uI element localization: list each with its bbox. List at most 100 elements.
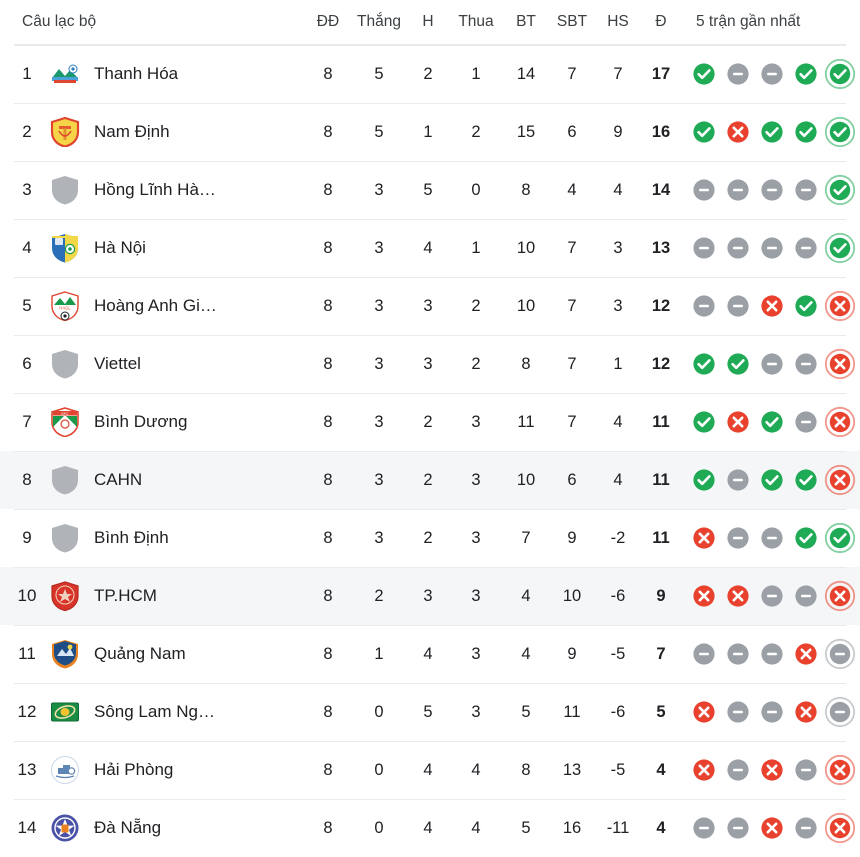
form-draw-icon[interactable] bbox=[756, 522, 788, 554]
table-row[interactable]: 13 Hải Phòng 8 0 4 4 8 13 -5 4 bbox=[0, 741, 860, 799]
form-draw-icon[interactable] bbox=[756, 232, 788, 264]
column-header-played[interactable]: ĐĐ bbox=[316, 13, 340, 30]
form-loss-icon[interactable] bbox=[824, 464, 856, 496]
club-cell[interactable]: 12 Sông Lam Ng… bbox=[0, 697, 306, 727]
form-win-icon[interactable] bbox=[824, 174, 856, 206]
form-win-icon[interactable] bbox=[790, 116, 822, 148]
column-header-points[interactable]: Đ bbox=[655, 13, 667, 30]
form-win-icon[interactable] bbox=[688, 464, 720, 496]
form-loss-icon[interactable] bbox=[756, 754, 788, 786]
form-loss-icon[interactable] bbox=[756, 290, 788, 322]
form-win-icon[interactable] bbox=[824, 232, 856, 264]
form-draw-icon[interactable] bbox=[756, 580, 788, 612]
form-loss-icon[interactable] bbox=[688, 522, 720, 554]
form-win-icon[interactable] bbox=[824, 116, 856, 148]
form-draw-icon[interactable] bbox=[790, 348, 822, 380]
form-draw-icon[interactable] bbox=[722, 696, 754, 728]
table-row[interactable]: 6 Viettel 8 3 3 2 8 7 1 12 bbox=[0, 335, 860, 393]
form-win-icon[interactable] bbox=[722, 348, 754, 380]
form-draw-icon[interactable] bbox=[722, 58, 754, 90]
form-loss-icon[interactable] bbox=[824, 348, 856, 380]
form-draw-icon[interactable] bbox=[756, 348, 788, 380]
form-draw-icon[interactable] bbox=[790, 232, 822, 264]
form-win-icon[interactable] bbox=[756, 406, 788, 438]
table-row[interactable]: 14 Đà Nẵng 8 0 4 4 5 16 -11 4 bbox=[0, 799, 860, 857]
form-draw-icon[interactable] bbox=[722, 174, 754, 206]
form-win-icon[interactable] bbox=[824, 58, 856, 90]
table-row[interactable]: 1 Thanh Hóa 8 5 2 1 14 7 7 17 bbox=[0, 45, 860, 103]
table-row[interactable]: 5 HAGL Hoàng Anh Gi… 8 3 3 2 10 7 3 12 bbox=[0, 277, 860, 335]
form-draw-icon[interactable] bbox=[722, 638, 754, 670]
form-draw-icon[interactable] bbox=[756, 638, 788, 670]
form-draw-icon[interactable] bbox=[790, 580, 822, 612]
form-win-icon[interactable] bbox=[688, 58, 720, 90]
table-row[interactable]: 10 TP.HCM 8 2 3 3 4 10 -6 9 bbox=[0, 567, 860, 625]
club-cell[interactable]: 7 BFC Bình Dương bbox=[0, 407, 306, 437]
club-cell[interactable]: 4 Hà Nội bbox=[0, 233, 306, 263]
form-loss-icon[interactable] bbox=[722, 580, 754, 612]
club-cell[interactable]: 8 CAHN bbox=[0, 465, 306, 495]
table-row[interactable]: 9 Bình Định 8 3 2 3 7 9 -2 11 bbox=[0, 509, 860, 567]
form-loss-icon[interactable] bbox=[756, 812, 788, 844]
form-loss-icon[interactable] bbox=[824, 754, 856, 786]
form-draw-icon[interactable] bbox=[688, 290, 720, 322]
column-header-draw[interactable]: H bbox=[422, 13, 434, 30]
club-cell[interactable]: 3 Hồng Lĩnh Hà… bbox=[0, 175, 306, 205]
form-draw-icon[interactable] bbox=[688, 174, 720, 206]
form-loss-icon[interactable] bbox=[824, 406, 856, 438]
form-draw-icon[interactable] bbox=[688, 638, 720, 670]
form-draw-icon[interactable] bbox=[756, 696, 788, 728]
form-win-icon[interactable] bbox=[790, 464, 822, 496]
form-draw-icon[interactable] bbox=[790, 406, 822, 438]
form-draw-icon[interactable] bbox=[790, 174, 822, 206]
form-loss-icon[interactable] bbox=[824, 290, 856, 322]
form-win-icon[interactable] bbox=[790, 290, 822, 322]
club-cell[interactable]: 11 Quảng Nam bbox=[0, 639, 306, 669]
column-header-club[interactable]: Câu lạc bộ bbox=[22, 13, 97, 30]
form-loss-icon[interactable] bbox=[824, 812, 856, 844]
form-win-icon[interactable] bbox=[824, 522, 856, 554]
form-loss-icon[interactable] bbox=[688, 580, 720, 612]
club-cell[interactable]: 2 Nam Định bbox=[0, 117, 306, 147]
column-header-win[interactable]: Thắng bbox=[357, 13, 401, 30]
club-cell[interactable]: 6 Viettel bbox=[0, 349, 306, 379]
form-win-icon[interactable] bbox=[790, 58, 822, 90]
form-loss-icon[interactable] bbox=[688, 696, 720, 728]
form-loss-icon[interactable] bbox=[790, 638, 822, 670]
table-row[interactable]: 11 Quảng Nam 8 1 4 3 4 9 -5 7 bbox=[0, 625, 860, 683]
club-cell[interactable]: 9 Bình Định bbox=[0, 523, 306, 553]
form-draw-icon[interactable] bbox=[688, 232, 720, 264]
form-win-icon[interactable] bbox=[688, 116, 720, 148]
column-header-goals-for[interactable]: BT bbox=[516, 13, 536, 30]
club-cell[interactable]: 14 Đà Nẵng bbox=[0, 813, 306, 843]
form-loss-icon[interactable] bbox=[722, 406, 754, 438]
form-draw-icon[interactable] bbox=[722, 754, 754, 786]
form-draw-icon[interactable] bbox=[756, 174, 788, 206]
table-row[interactable]: 12 Sông Lam Ng… 8 0 5 3 5 11 -6 5 bbox=[0, 683, 860, 741]
form-draw-icon[interactable] bbox=[756, 58, 788, 90]
form-win-icon[interactable] bbox=[688, 348, 720, 380]
table-row[interactable]: 8 CAHN 8 3 2 3 10 6 4 11 bbox=[0, 451, 860, 509]
form-win-icon[interactable] bbox=[688, 406, 720, 438]
column-header-goals-against[interactable]: SBT bbox=[556, 13, 588, 30]
form-draw-icon[interactable] bbox=[722, 232, 754, 264]
column-header-loss[interactable]: Thua bbox=[458, 13, 494, 30]
table-row[interactable]: 7 BFC Bình Dương 8 3 2 3 11 7 4 11 bbox=[0, 393, 860, 451]
form-draw-icon[interactable] bbox=[688, 812, 720, 844]
form-win-icon[interactable] bbox=[790, 522, 822, 554]
table-row[interactable]: 3 Hồng Lĩnh Hà… 8 3 5 0 8 4 4 14 bbox=[0, 161, 860, 219]
club-cell[interactable]: 10 TP.HCM bbox=[0, 581, 306, 611]
form-draw-icon[interactable] bbox=[824, 696, 856, 728]
form-draw-icon[interactable] bbox=[824, 638, 856, 670]
club-cell[interactable]: 1 Thanh Hóa bbox=[0, 59, 306, 89]
form-draw-icon[interactable] bbox=[722, 290, 754, 322]
form-win-icon[interactable] bbox=[756, 116, 788, 148]
form-draw-icon[interactable] bbox=[722, 812, 754, 844]
form-loss-icon[interactable] bbox=[824, 580, 856, 612]
form-loss-icon[interactable] bbox=[722, 116, 754, 148]
column-header-goal-difference[interactable]: HS bbox=[607, 13, 629, 30]
form-draw-icon[interactable] bbox=[722, 522, 754, 554]
form-win-icon[interactable] bbox=[756, 464, 788, 496]
table-row[interactable]: 2 Nam Định 8 5 1 2 15 6 9 16 bbox=[0, 103, 860, 161]
form-draw-icon[interactable] bbox=[790, 754, 822, 786]
